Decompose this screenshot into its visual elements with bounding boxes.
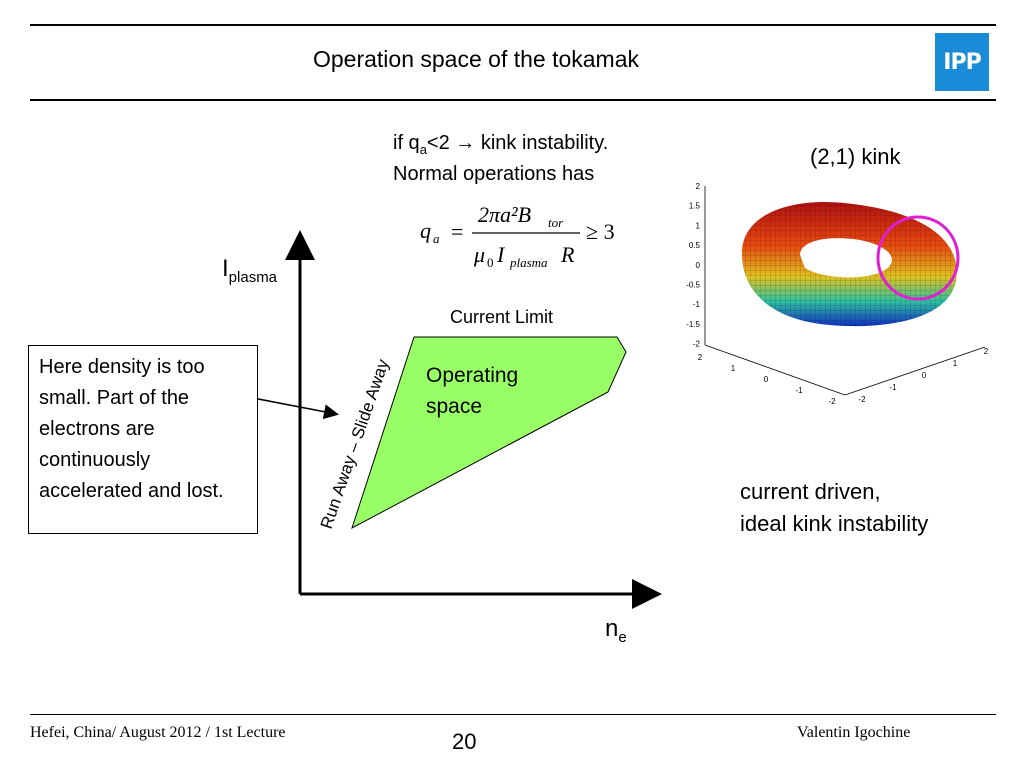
y-tick-2: 2 (984, 347, 989, 356)
x-axis-label: ne (605, 615, 627, 646)
operating-space-label-2: space (426, 395, 482, 418)
low-density-note: Here density is too small. Part of the e… (28, 345, 258, 534)
z-tick-1.5: 1.5 (689, 202, 701, 211)
header-top-rule (30, 24, 996, 26)
safety-factor-formula: q a = 2πa²B tor μ 0 I plasma R ≥ 3 (420, 202, 615, 270)
x-tick-labels: 2 1 0 -1 -2 (698, 353, 836, 406)
y-tick--1: -1 (889, 383, 897, 392)
ipp-logo: IPP (935, 33, 989, 91)
x-tick-0: 0 (764, 375, 769, 384)
operating-space-region (351, 336, 627, 530)
kink-caption-line-1: current driven, (740, 479, 881, 504)
footer-rule (30, 714, 996, 715)
formula-q: q (420, 218, 431, 243)
formula-q-sub: a (433, 231, 440, 246)
formula-mu: μ (473, 242, 485, 267)
y-tick-1: 1 (953, 359, 958, 368)
plot-axes (704, 186, 986, 396)
normal-operations-text: Normal operations has (393, 163, 595, 185)
formula-I: I (496, 242, 506, 267)
formula-I-sub: plasma (509, 255, 548, 270)
formula-equals: = (451, 219, 463, 244)
slide-title: Operation space of the tokamak (312, 46, 640, 72)
kink-caption-line-2: ideal kink instability (740, 511, 929, 536)
z-tick--2: -2 (693, 340, 701, 349)
kink-3d-plot: 2 1.5 1 0.5 0 -0.5 -1 -1.5 -2 2 1 0 -1 -2 -2 -1 0 1 2 (686, 182, 989, 406)
z-tick--1: -1 (693, 300, 701, 309)
y-tick--2: -2 (858, 395, 866, 404)
z-tick-labels: 2 1.5 1 0.5 0 -0.5 -1 -1.5 -2 (686, 182, 700, 349)
z-tick-0.5: 0.5 (689, 241, 701, 250)
formula-numerator-sub: tor (548, 215, 564, 230)
formula-mu-sub: 0 (487, 255, 494, 270)
y-tick-0: 0 (922, 371, 927, 380)
z-tick-1: 1 (696, 221, 701, 230)
footer-author: Valentin Igochine (797, 724, 911, 741)
z-tick-2: 2 (696, 182, 701, 191)
y-axis-label: Iplasma (222, 255, 278, 286)
formula-R: R (560, 242, 575, 267)
x-tick--1: -1 (795, 386, 803, 395)
kink-condition-text: if qa<2 → kink instability. (393, 132, 609, 157)
note-arrow (252, 397, 339, 420)
z-tick--1.5: -1.5 (686, 320, 700, 329)
z-tick-0: 0 (696, 261, 701, 270)
x-tick--2: -2 (828, 397, 836, 406)
kink-mode-ring (876, 215, 960, 301)
kink-mode-label: (2,1) kink (810, 144, 901, 169)
current-limit-label: Current Limit (450, 307, 553, 327)
operating-space-label-1: Operating (426, 364, 518, 387)
formula-inequality: ≥ 3 (586, 219, 615, 244)
torus-mesh (741, 202, 957, 327)
kink-caption: current driven, ideal kink instability (740, 476, 928, 540)
z-tick--0.5: -0.5 (686, 281, 700, 290)
footer-event: Hefei, China/ August 2012 / 1st Lecture (30, 724, 286, 741)
page-number: 20 (452, 729, 477, 754)
header-bottom-rule (30, 99, 996, 101)
x-tick-2: 2 (698, 353, 703, 362)
y-tick-labels: -2 -1 0 1 2 (858, 347, 988, 404)
formula-numerator: 2πa²B (478, 202, 531, 227)
x-tick-1: 1 (731, 364, 736, 373)
